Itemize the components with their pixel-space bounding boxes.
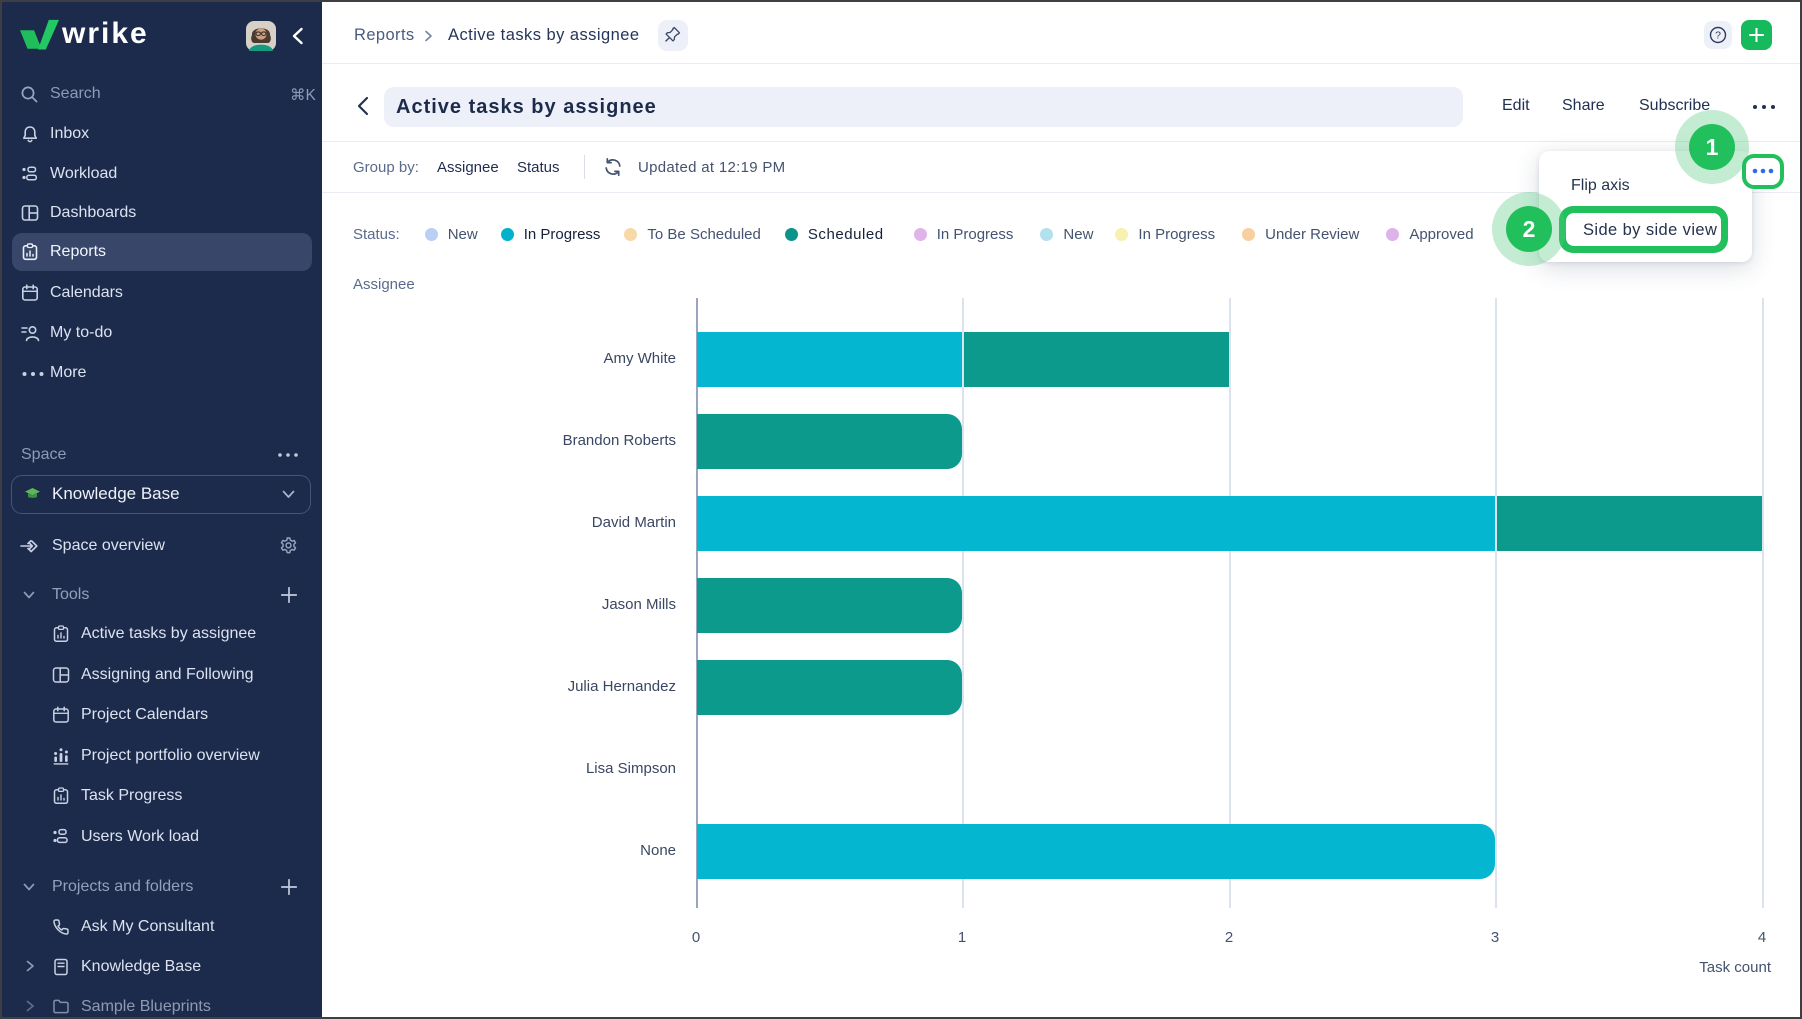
svg-text:?: ? [1715, 30, 1721, 42]
